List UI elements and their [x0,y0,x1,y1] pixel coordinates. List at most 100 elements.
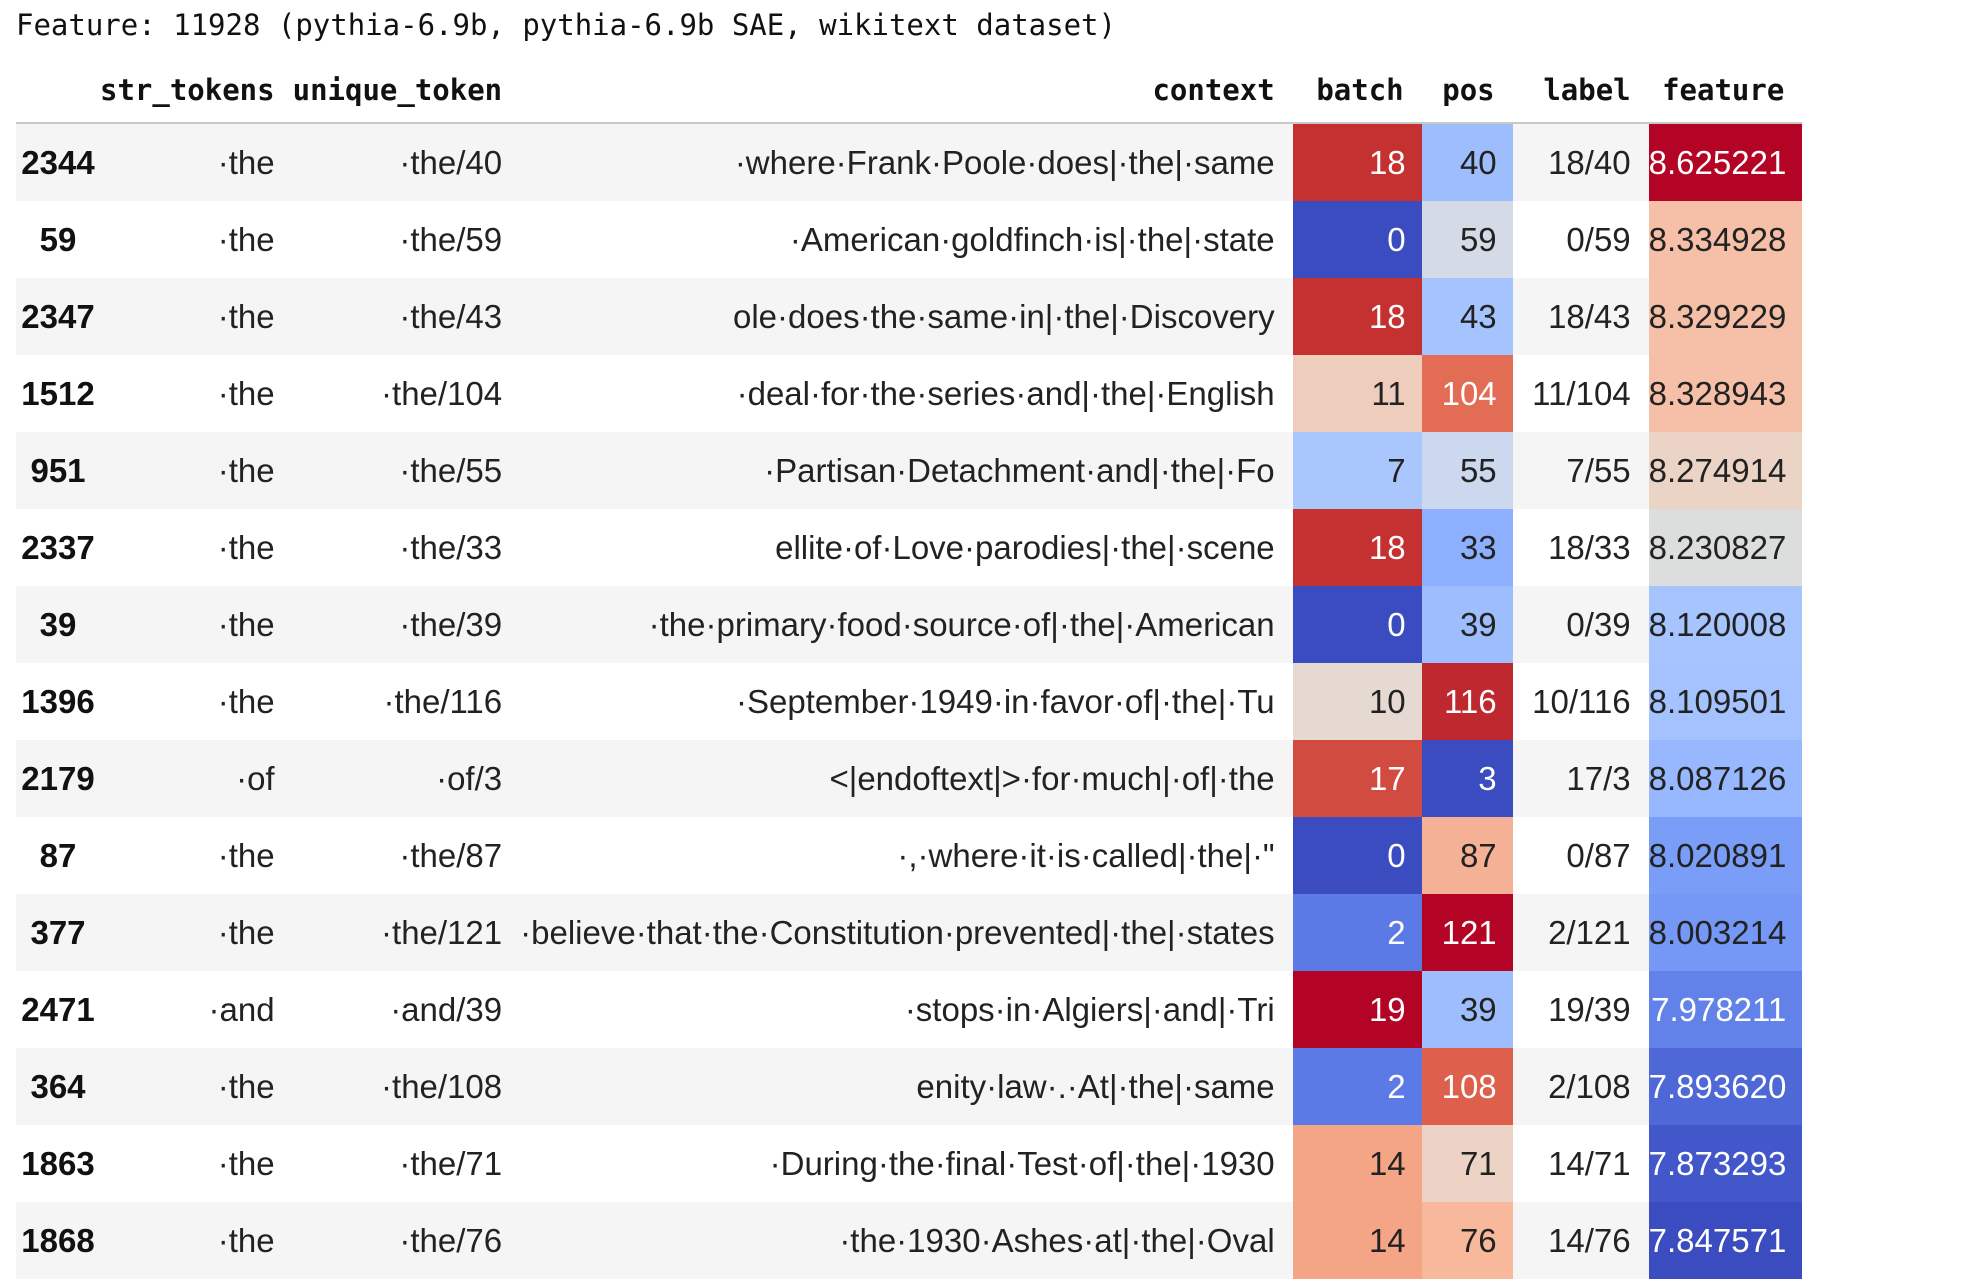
batch-cell: 10 [1292,663,1422,740]
feature-cell: 8.003214 [1648,894,1803,971]
batch-cell: 0 [1292,201,1422,278]
label-cell: 0/87 [1566,836,1631,874]
row-index: 2337 [21,528,95,566]
context-cell: ·stops·in·Algiers|·and|·Tri [904,990,1275,1028]
pos-cell: 43 [1421,278,1513,355]
row-index: 1868 [21,1221,95,1259]
unique-token-cell: ·the/40 [399,143,503,181]
context-cell: ·During·the·final·Test·of|·the|·1930 [769,1144,1275,1182]
str-token-cell: ·the [217,1221,275,1259]
unique-token-cell: ·the/108 [381,1067,503,1105]
feature-cell: 8.334928 [1648,201,1803,278]
label-cell: 0/59 [1566,220,1631,258]
batch-cell: 11 [1292,355,1422,432]
str-token-cell: ·the [217,451,275,489]
header-str-tokens: str_tokens [100,58,293,124]
row-index: 2471 [21,990,95,1028]
str-token-cell: ·the [217,913,275,951]
feature-cell: 7.873293 [1648,1125,1803,1202]
row-index: 39 [39,605,77,643]
pos-cell: 71 [1421,1125,1513,1202]
str-token-cell: ·the [217,682,275,720]
pos-cell: 40 [1421,123,1513,201]
context-cell: ·American·goldfinch·is|·the|·state [789,220,1275,258]
batch-cell: 18 [1292,123,1422,201]
feature-cell: 8.109501 [1648,663,1803,740]
row-index: 2344 [21,143,95,181]
label-cell: 18/43 [1548,297,1631,335]
unique-token-cell: ·the/116 [383,682,503,720]
feature-cell: 7.978211 [1648,971,1803,1048]
context-cell: enity·law·.·At|·the|·same [916,1067,1275,1105]
batch-cell: 0 [1292,817,1422,894]
str-token-cell: ·the [217,143,275,181]
label-cell: 17/3 [1566,759,1631,797]
label-cell: 14/76 [1548,1221,1631,1259]
label-cell: 7/55 [1566,451,1631,489]
str-token-cell: ·and [208,990,275,1028]
label-cell: 19/39 [1548,990,1631,1028]
feature-activation-table: str_tokens unique_token context batch po… [16,58,1803,1279]
row-index: 1863 [21,1144,95,1182]
table-row: 2347 ·the ·the/43 ole·does·the·same·in|·the… [16,278,1803,355]
row-index: 2347 [21,297,95,335]
table-row: 1512 ·the ·the/104 ·deal·for·the·series·and… [16,355,1803,432]
label-cell: 2/121 [1548,913,1631,951]
row-index: 2179 [21,759,95,797]
context-cell: ·believe·that·the·Constitution·prevented… [520,913,1275,951]
table-row: 2337 ·the ·the/33 ellite·of·Love·parodies|·… [16,509,1803,586]
pos-cell: 104 [1421,355,1513,432]
context-cell: ·deal·for·the·series·and|·the|·English [736,374,1275,412]
pos-cell: 3 [1421,740,1513,817]
unique-token-cell: ·the/121 [381,913,503,951]
pos-cell: 59 [1421,201,1513,278]
feature-cell: 7.847571 [1648,1202,1803,1279]
unique-token-cell: ·the/55 [399,451,503,489]
unique-token-cell: ·of/3 [436,759,503,797]
unique-token-cell: ·the/87 [399,836,503,874]
batch-cell: 18 [1292,278,1422,355]
row-index: 1512 [21,374,95,412]
feature-cell: 8.329229 [1648,278,1803,355]
context-cell: ole·does·the·same·in|·the|·Discovery [732,297,1275,335]
context-cell: ·Partisan·Detachment·and|·the|·Fo [764,451,1275,489]
feature-cell: 8.328943 [1648,355,1803,432]
label-cell: 11/104 [1532,374,1631,412]
feature-cell: 8.230827 [1648,509,1803,586]
table-row: 39 ·the ·the/39 ·the·primary·food·source·of… [16,586,1803,663]
table-row: 1396 ·the ·the/116 ·September·1949·in·favor… [16,663,1803,740]
label-cell: 18/40 [1548,143,1631,181]
table-row: 951 ·the ·the/55 ·Partisan·Detachment·and|·… [16,432,1803,509]
context-cell: ·the·1930·Ashes·at|·the|·Oval [839,1221,1275,1259]
row-index: 87 [39,836,77,874]
context-cell: ·September·1949·in·favor·of|·the|·Tu [736,682,1275,720]
str-token-cell: ·of [236,759,275,797]
feature-cell: 8.274914 [1648,432,1803,509]
feature-caption: Feature: 11928 (pythia-6.9b, pythia-6.9b… [16,8,1116,42]
batch-cell: 14 [1292,1202,1422,1279]
feature-cell: 7.893620 [1648,1048,1803,1125]
pos-cell: 76 [1421,1202,1513,1279]
header-batch: batch [1292,58,1422,124]
table-row: 2179 ·of ·of/3 <|endoftext|>·for·much|·of|·… [16,740,1803,817]
str-token-cell: ·the [217,220,275,258]
unique-token-cell: ·the/39 [399,605,503,643]
label-cell: 14/71 [1548,1144,1631,1182]
unique-token-cell: ·the/43 [399,297,503,335]
unique-token-cell: ·the/76 [399,1221,503,1259]
feature-cell: 8.120008 [1648,586,1803,663]
batch-cell: 19 [1292,971,1422,1048]
row-index: 377 [30,913,86,951]
unique-token-cell: ·the/71 [399,1144,503,1182]
pos-cell: 39 [1421,586,1513,663]
context-cell: ellite·of·Love·parodies|·the|·scene [775,528,1275,566]
pos-cell: 108 [1421,1048,1513,1125]
header-row: str_tokens unique_token context batch po… [16,58,1803,124]
label-cell: 18/33 [1548,528,1631,566]
unique-token-cell: ·the/33 [399,528,503,566]
str-token-cell: ·the [217,374,275,412]
header-pos: pos [1421,58,1513,124]
feature-cell: 8.625221 [1648,123,1803,201]
batch-cell: 2 [1292,1048,1422,1125]
table-row: 1863 ·the ·the/71 ·During·the·final·Test·of… [16,1125,1803,1202]
